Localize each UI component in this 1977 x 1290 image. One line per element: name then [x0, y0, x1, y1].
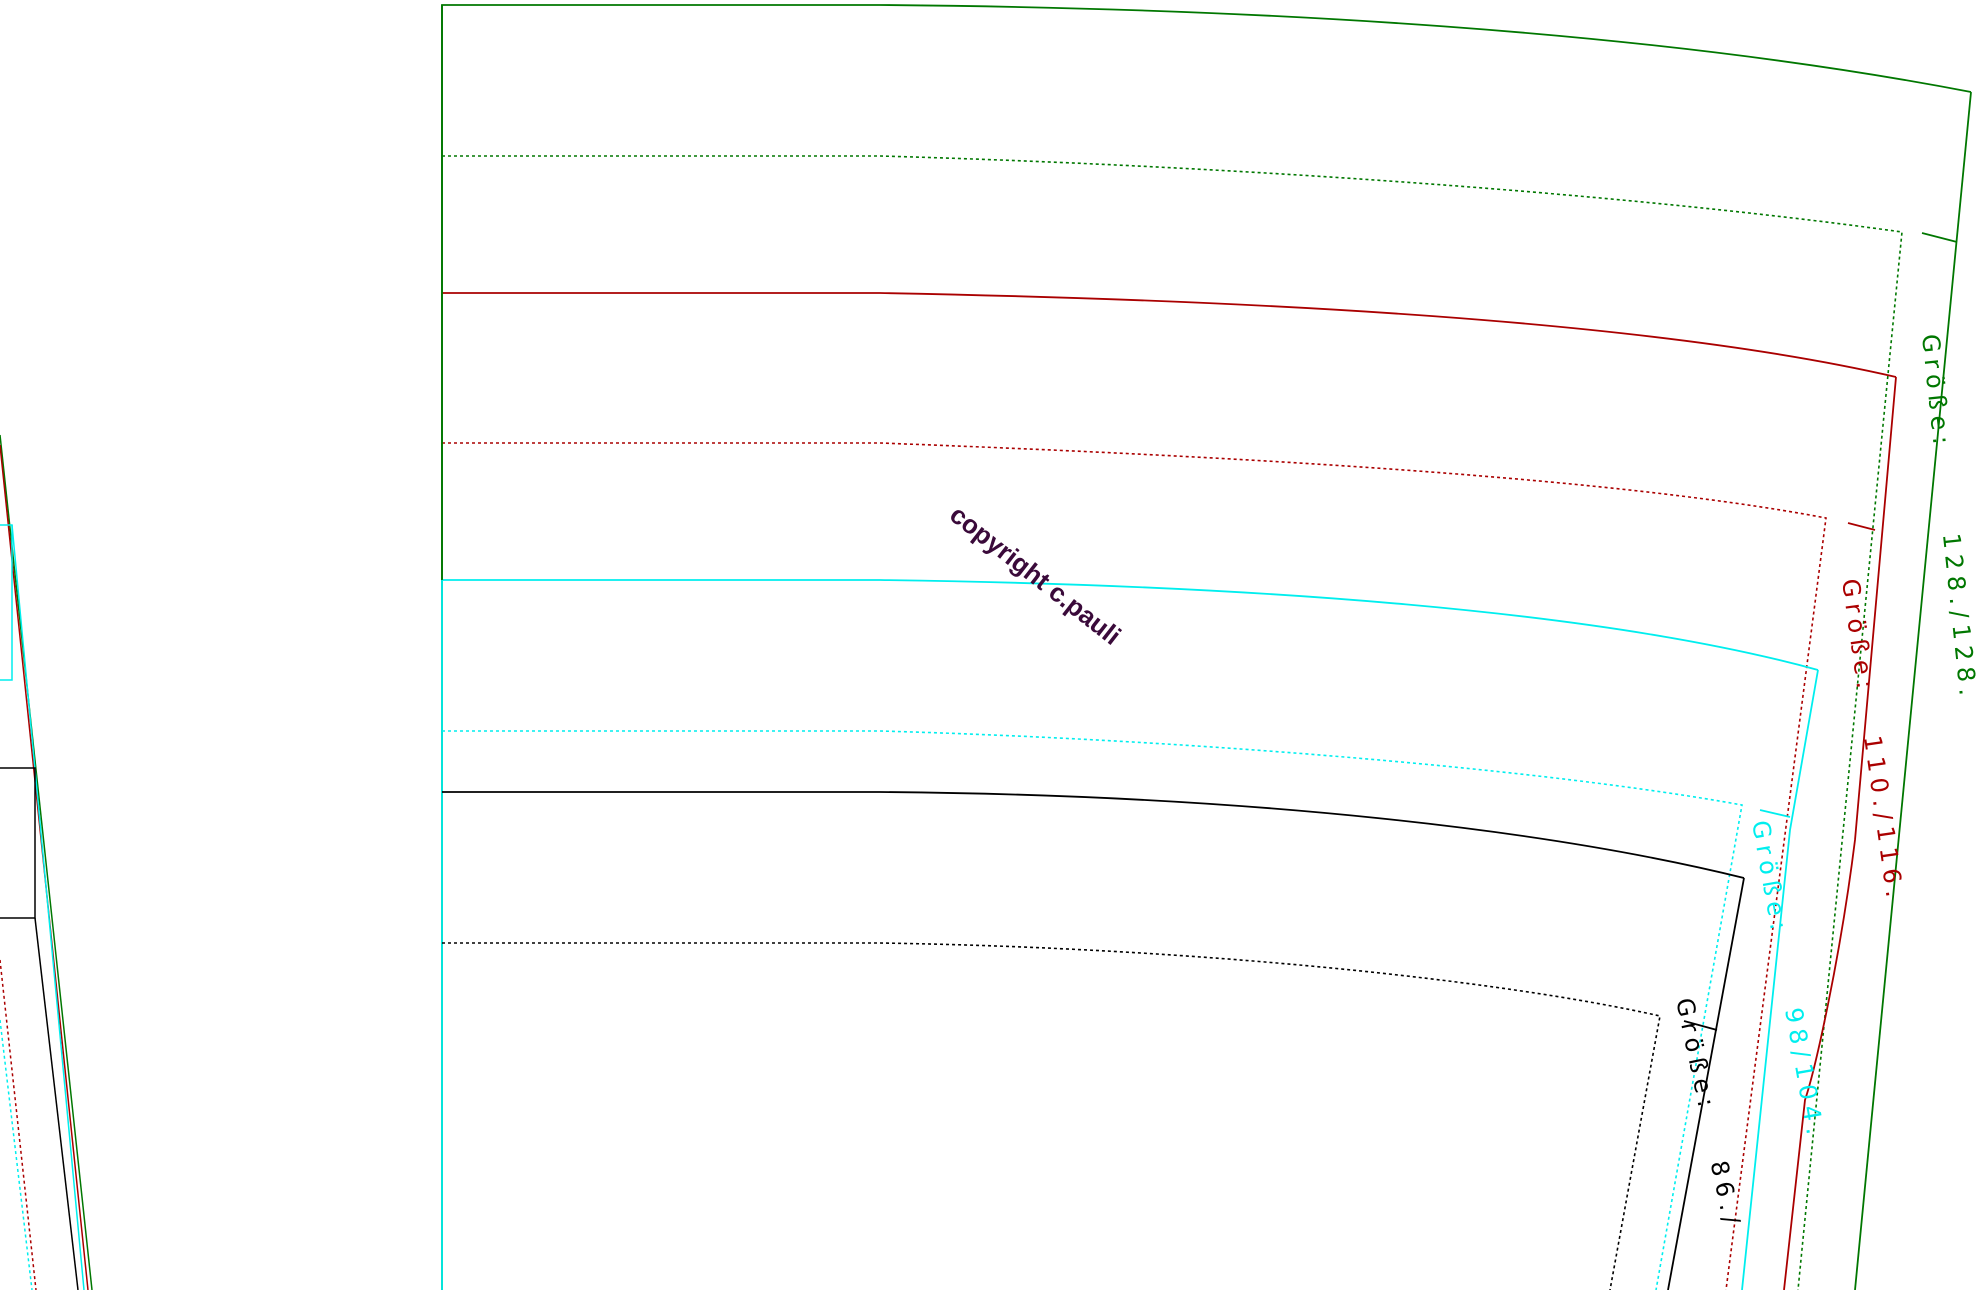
black-size-prefix: Größe: — [1670, 995, 1722, 1115]
green-size-label: Größe: 128./128. — [1916, 333, 1977, 703]
cyan-size-prefix: Größe: — [1746, 818, 1794, 938]
left-pattern-piece — [0, 434, 93, 1290]
green-size-value: 128./128. — [1937, 532, 1977, 703]
black-size-label: Größe: 86./ — [1670, 995, 1747, 1232]
black-size-outline — [442, 791, 1745, 1290]
red-size-value: 110./116. — [1858, 734, 1909, 905]
black-seam-line — [442, 942, 1661, 1290]
green-seam-line — [442, 155, 1903, 1290]
svg-text:Größe: 110./116.: Größe: 110./116. — [1836, 577, 1909, 905]
cyan-size-outline — [441, 579, 1819, 1290]
red-size-outline — [442, 292, 1897, 1290]
copyright-watermark: copyright c.pauli — [944, 499, 1126, 651]
cyan-size-value: 98/104. — [1779, 1006, 1830, 1143]
svg-text:Größe: 128./128.: Größe: 128./128. — [1916, 333, 1977, 703]
black-size-value: 86./ — [1705, 1158, 1747, 1233]
copyright-text: copyright c.pauli — [944, 499, 1126, 651]
cyan-seam-line — [442, 730, 1743, 1290]
svg-text:Größe: 86./: Größe: 86./ — [1670, 995, 1747, 1232]
red-size-label: Größe: 110./116. — [1836, 577, 1909, 905]
green-size-outline — [441, 4, 1972, 1290]
svg-text:Größe: 98/104.: Größe: 98/104. — [1746, 818, 1830, 1142]
red-seam-line — [442, 442, 1827, 1290]
green-size-prefix: Größe: — [1916, 333, 1956, 452]
cyan-size-label: Größe: 98/104. — [1746, 818, 1830, 1142]
